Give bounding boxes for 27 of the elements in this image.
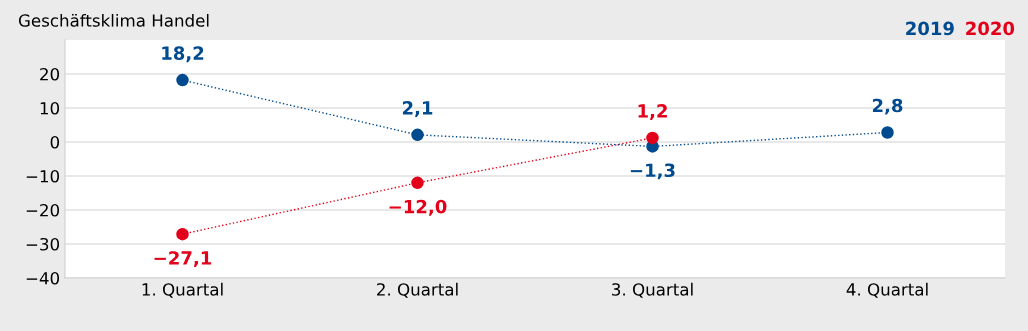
y-tick-label: −10 — [26, 169, 60, 183]
y-tick-label: −20 — [26, 203, 60, 217]
y-tick-label: 10 — [40, 101, 60, 115]
point — [411, 128, 424, 142]
text: 2019 — [906, 21, 954, 36]
x-tick-label: 1. Quartal — [142, 282, 223, 298]
y-tick-label: −30 — [26, 237, 60, 251]
data-label: −1,3 — [630, 163, 675, 180]
point — [646, 131, 659, 145]
data-label: 18,2 — [162, 46, 204, 63]
x-tick-label: 3. Quartal — [612, 282, 693, 298]
data-label: −27,1 — [154, 251, 212, 268]
y-tick-label: 0 — [50, 135, 60, 149]
point — [176, 73, 189, 87]
x-tick-label: 2. Quartal — [377, 282, 458, 298]
data-label: 2,1 — [402, 101, 433, 117]
data-label: 1,2 — [638, 104, 667, 121]
x-tick-label: 4. Quartal — [846, 282, 928, 298]
y-tick-label: −40 — [26, 271, 60, 285]
text: 2020 — [966, 21, 1015, 36]
point — [411, 176, 424, 190]
point — [881, 126, 894, 139]
data-label: −12,0 — [389, 199, 447, 216]
y-tick-label: 20 — [40, 67, 60, 81]
data-label: 2,8 — [872, 98, 903, 115]
point — [176, 227, 189, 241]
chart-title: Geschäftsklima Handel — [18, 13, 209, 27]
